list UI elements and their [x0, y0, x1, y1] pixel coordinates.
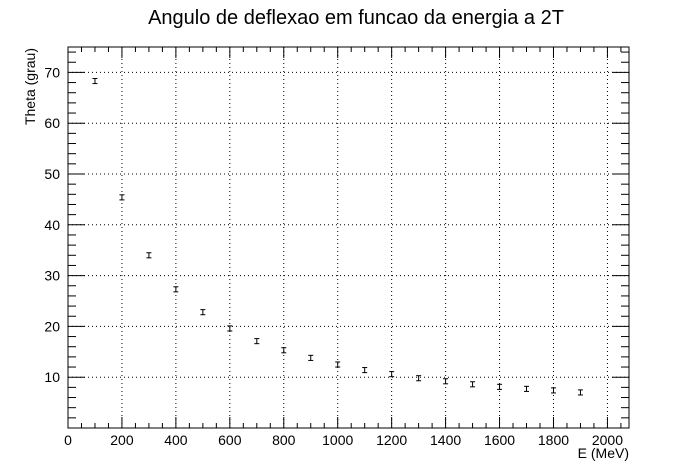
y-tick-label: 40 — [44, 217, 60, 233]
x-tick-label: 600 — [218, 432, 242, 448]
x-tick-label: 2000 — [592, 432, 623, 448]
data-point — [524, 385, 530, 392]
data-point — [281, 347, 287, 354]
data-point — [577, 389, 583, 396]
data-point — [173, 286, 179, 293]
data-point — [362, 367, 368, 374]
data-point — [200, 309, 206, 316]
x-tick-label: 1000 — [322, 432, 353, 448]
data-point — [335, 361, 341, 368]
x-tick-label: 1800 — [538, 432, 569, 448]
y-tick-label: 70 — [44, 64, 60, 80]
x-tick-label: 800 — [272, 432, 296, 448]
data-points — [92, 77, 583, 396]
data-point — [443, 378, 449, 385]
data-point — [308, 354, 314, 361]
data-point — [389, 371, 395, 378]
x-tick-label: 1600 — [484, 432, 515, 448]
x-tick-label: 200 — [110, 432, 134, 448]
data-point — [470, 381, 476, 388]
chart-title: Angulo de deflexao em funcao da energia … — [148, 7, 564, 29]
y-tick-label: 20 — [44, 318, 60, 334]
plot-frame — [67, 46, 630, 429]
axis-ticks — [67, 47, 629, 428]
data-point — [227, 325, 233, 332]
data-point — [92, 77, 98, 85]
x-tick-label: 1200 — [376, 432, 407, 448]
x-axis-label: E (MeV) — [578, 445, 629, 461]
x-tick-label: 400 — [164, 432, 188, 448]
y-axis-label: Theta (grau) — [22, 48, 38, 125]
y-tick-label: 10 — [44, 369, 60, 385]
data-point — [416, 375, 422, 382]
grid — [68, 47, 629, 428]
data-point — [550, 387, 556, 394]
data-point — [119, 194, 125, 201]
x-tick-label: 1400 — [430, 432, 461, 448]
data-point — [497, 383, 503, 390]
data-point — [254, 338, 260, 345]
x-tick-label: 0 — [64, 432, 72, 448]
tick-labels: 0 200 400 600 800 1000 1200 1400 1600 1800 2000 10 2… — [44, 64, 623, 448]
y-tick-label: 30 — [44, 268, 60, 284]
data-point — [146, 252, 152, 259]
y-tick-label: 50 — [44, 166, 60, 182]
y-tick-label: 60 — [44, 115, 60, 131]
